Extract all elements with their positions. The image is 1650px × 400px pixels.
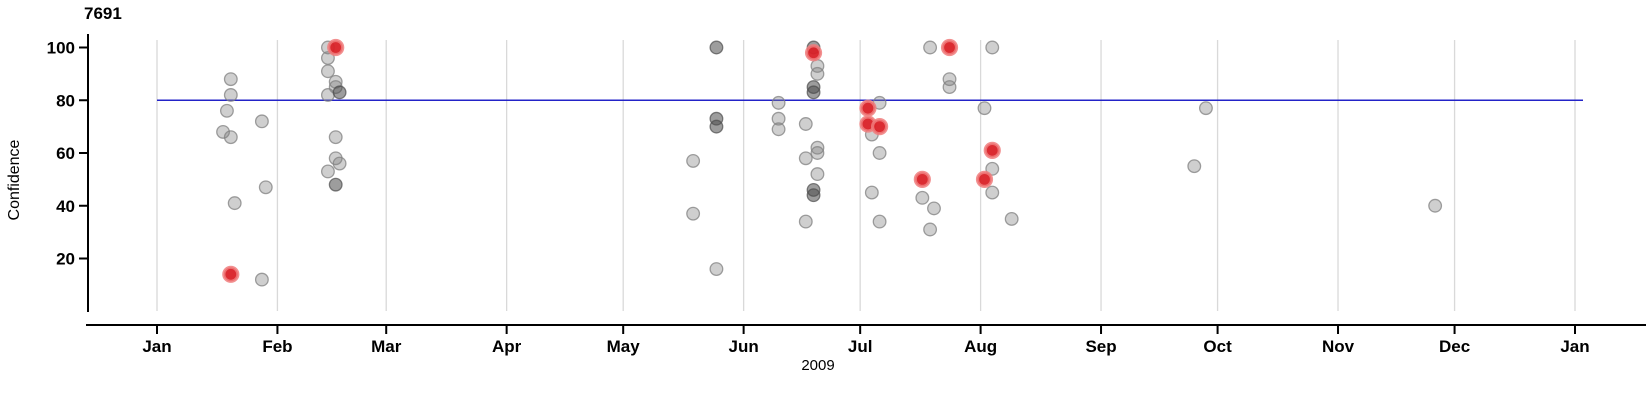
x-tick-label: Jul	[848, 337, 873, 356]
data-point	[810, 140, 825, 155]
data-point	[1428, 198, 1443, 213]
data-point	[915, 190, 930, 205]
data-point	[709, 119, 724, 134]
x-tick-label: May	[607, 337, 641, 356]
data-point	[223, 72, 238, 87]
data-point	[942, 80, 957, 95]
x-tick-label: Jan	[142, 337, 171, 356]
data-point	[686, 206, 701, 221]
x-tick-label: Feb	[262, 337, 292, 356]
y-tick-label: 20	[56, 250, 75, 269]
data-point	[320, 164, 335, 179]
data-point	[977, 101, 992, 116]
data-point	[254, 272, 269, 287]
x-tick-label: Jan	[1560, 337, 1589, 356]
data-point	[798, 117, 813, 131]
data-point	[940, 38, 959, 57]
data-point	[258, 180, 273, 195]
data-point	[806, 188, 821, 203]
data-point	[686, 153, 701, 168]
x-axis-label: 2009	[801, 357, 835, 374]
data-point	[913, 170, 931, 188]
data-point	[1004, 211, 1019, 226]
data-point	[927, 201, 941, 216]
data-point	[709, 40, 724, 55]
x-tick-label: Aug	[964, 337, 997, 356]
data-point	[985, 40, 1000, 55]
x-tick-label: Dec	[1439, 337, 1470, 356]
data-point	[332, 156, 347, 171]
data-point	[227, 196, 242, 211]
data-point	[328, 177, 343, 192]
y-tick-label: 80	[56, 91, 75, 110]
data-point	[810, 66, 825, 81]
data-point	[859, 99, 877, 117]
x-tick-label: Sep	[1085, 337, 1116, 356]
data-point	[328, 130, 343, 145]
data-point	[983, 141, 1001, 159]
data-point	[771, 111, 786, 126]
x-tick-label: Mar	[371, 337, 402, 356]
y-tick-label: 40	[56, 197, 75, 216]
x-tick-label: Apr	[492, 337, 522, 356]
data-point	[985, 185, 1000, 200]
x-tick-label: Oct	[1203, 337, 1232, 356]
data-point	[219, 103, 234, 118]
data-point	[864, 185, 879, 200]
data-point	[872, 214, 887, 229]
y-tick-label: 60	[56, 144, 75, 163]
data-point	[254, 114, 269, 129]
data-point	[222, 265, 240, 283]
data-point	[1198, 101, 1213, 116]
data-point	[332, 85, 347, 100]
data-point	[223, 130, 238, 145]
data-point	[872, 146, 887, 160]
data-point	[216, 124, 230, 139]
y-tick-label: 100	[47, 39, 75, 58]
data-point	[923, 222, 938, 237]
x-tick-label: Nov	[1322, 337, 1355, 356]
data-point	[975, 170, 994, 188]
data-point	[1187, 159, 1202, 174]
x-tick-label: Jun	[729, 337, 759, 356]
data-point	[870, 118, 889, 136]
data-point	[806, 85, 821, 100]
data-point	[985, 161, 1000, 176]
data-point	[320, 64, 335, 79]
data-point	[771, 95, 786, 110]
data-point	[810, 167, 825, 182]
data-point	[798, 214, 813, 229]
data-point	[223, 88, 238, 102]
data-point	[810, 146, 825, 160]
data-point	[327, 38, 345, 57]
data-point	[798, 151, 813, 166]
data-point	[709, 262, 724, 277]
data-point	[804, 44, 823, 62]
chart-title: 7691	[84, 4, 122, 23]
data-point	[923, 40, 938, 55]
data-point	[771, 122, 786, 137]
